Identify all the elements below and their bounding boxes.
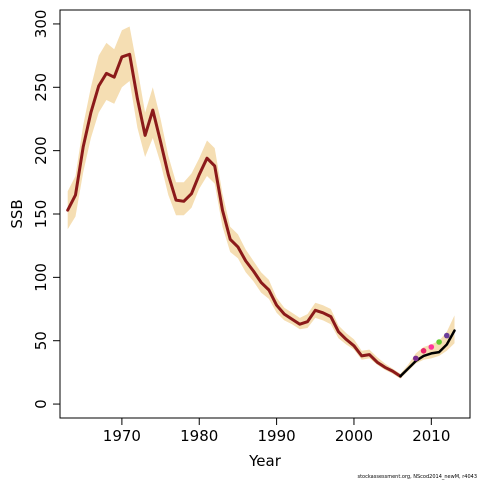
y-tick-label: 50 <box>32 331 50 350</box>
x-tick-label: 2010 <box>412 427 450 445</box>
y-tick-label: 250 <box>32 73 50 102</box>
data-point <box>413 355 419 362</box>
confidence-band <box>67 26 455 379</box>
credit-text: stockassessment.org, NScod2014_newM, r40… <box>357 474 477 480</box>
y-tick-label: 150 <box>32 200 50 229</box>
confidence-band-layer <box>67 26 455 379</box>
y-tick-label: 300 <box>32 10 50 39</box>
y-tick-label: 100 <box>32 263 50 292</box>
y-axis-title: SSB <box>8 199 26 228</box>
x-tick-label: 1980 <box>180 427 218 445</box>
x-axis-title: Year <box>248 452 282 470</box>
y-tick-label: 0 <box>32 399 50 409</box>
data-point <box>444 332 450 339</box>
ssb-recent-line <box>399 329 456 378</box>
x-tick-label: 2000 <box>335 427 373 445</box>
data-points-layer <box>413 332 450 362</box>
series-lines-layer <box>66 52 456 378</box>
x-tick-label: 1990 <box>258 427 296 445</box>
x-tick-label: 1970 <box>103 427 141 445</box>
axes-layer: 1970 1980 1990 2000 2010 0 50 100 150 200 250 300 <box>32 10 450 445</box>
data-point <box>428 344 435 350</box>
data-point <box>436 339 442 345</box>
ssb-estimate-line <box>66 52 402 378</box>
y-tick-label: 200 <box>32 136 50 165</box>
data-point <box>420 348 427 354</box>
